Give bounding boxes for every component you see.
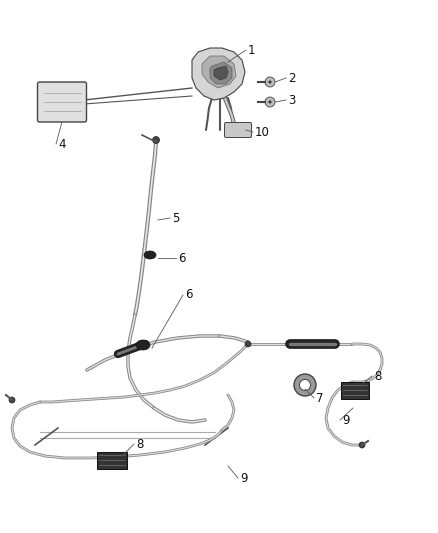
Text: 10: 10: [255, 125, 270, 139]
FancyBboxPatch shape: [225, 123, 251, 138]
Text: 9: 9: [240, 472, 247, 484]
Circle shape: [268, 80, 272, 84]
Circle shape: [152, 136, 159, 143]
FancyBboxPatch shape: [38, 82, 86, 122]
Text: 8: 8: [136, 438, 143, 450]
Circle shape: [359, 442, 365, 448]
Text: 7: 7: [316, 392, 324, 405]
Text: 9: 9: [342, 414, 350, 426]
Polygon shape: [202, 56, 236, 88]
Polygon shape: [341, 382, 369, 399]
Text: 6: 6: [185, 288, 192, 302]
Ellipse shape: [136, 340, 150, 350]
Text: 1: 1: [248, 44, 255, 56]
Polygon shape: [210, 62, 232, 84]
Text: 2: 2: [288, 71, 296, 85]
Polygon shape: [192, 48, 245, 100]
Text: 8: 8: [374, 369, 381, 383]
Circle shape: [294, 374, 316, 396]
Text: 6: 6: [178, 252, 186, 264]
Circle shape: [9, 397, 15, 403]
Text: 5: 5: [172, 212, 180, 224]
Circle shape: [300, 379, 311, 391]
Polygon shape: [97, 451, 127, 469]
Text: 4: 4: [58, 138, 66, 150]
Circle shape: [268, 101, 272, 103]
Circle shape: [245, 341, 251, 347]
Polygon shape: [214, 66, 228, 80]
Text: 3: 3: [288, 93, 295, 107]
Circle shape: [265, 97, 275, 107]
Circle shape: [265, 77, 275, 87]
Ellipse shape: [144, 251, 156, 259]
